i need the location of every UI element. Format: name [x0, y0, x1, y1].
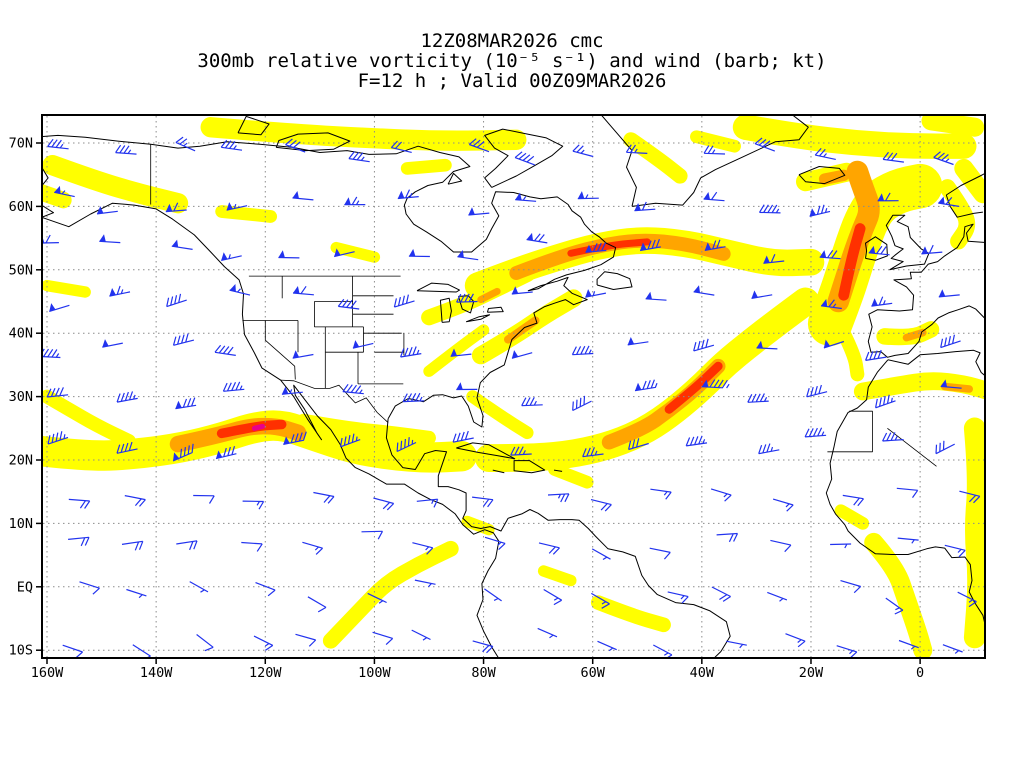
- vorticity-shading-layer: [43, 116, 984, 657]
- y-axis-label: 50N: [9, 262, 33, 278]
- y-axis-label: 30N: [9, 389, 33, 405]
- map-frame: [41, 114, 986, 659]
- x-axis-label: 60W: [581, 665, 606, 681]
- x-axis-label: 20W: [799, 665, 824, 681]
- x-axis-label: 100W: [358, 665, 391, 681]
- chart-title-valid-time: F=12 h ; Valid 00Z09MAR2026: [357, 70, 667, 92]
- y-axis-label: 10S: [9, 643, 33, 659]
- coastline-layer: [43, 116, 984, 657]
- y-axis-label: 20N: [9, 453, 33, 469]
- axis-ticks: [36, 142, 921, 664]
- y-axis-label: 40N: [9, 326, 33, 342]
- y-axis-label: EQ: [17, 579, 33, 595]
- graticule-layer: [43, 116, 984, 657]
- x-axis-label: 120W: [249, 665, 282, 681]
- chart-title-init-model: 12Z08MAR2026 cmc: [420, 30, 604, 52]
- y-axis-label: 60N: [9, 199, 33, 215]
- x-axis-label: 80W: [471, 665, 496, 681]
- x-axis-label: 140W: [140, 665, 173, 681]
- x-axis-label: 160W: [31, 665, 64, 681]
- chart-title-block: 12Z08MAR2026 cmc 300mb relative vorticit…: [0, 31, 1024, 91]
- x-axis-label: 0: [916, 665, 924, 681]
- y-axis-label: 70N: [9, 136, 33, 152]
- x-axis-label: 40W: [690, 665, 715, 681]
- wind-barb-layer: [43, 136, 981, 657]
- y-axis-label: 10N: [9, 516, 33, 532]
- axis-labels: 70N 60N 50N 40N 30N 20N 10N EQ 10S 160W 140W 120W 10…: [9, 136, 925, 682]
- chart-title-variable: 300mb relative vorticity (10⁻⁵ s⁻¹) and …: [197, 50, 827, 72]
